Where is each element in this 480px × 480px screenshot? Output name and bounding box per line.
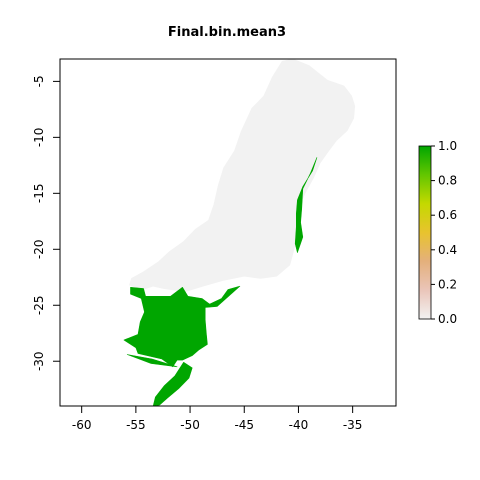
legend-ticks: 0.0 0.2 0.4 0.6 0.8 1.0 — [431, 139, 457, 326]
legend-color-bar — [418, 145, 432, 320]
absence-region — [129, 58, 356, 293]
legend-tick-label: 1.0 — [438, 139, 457, 153]
presence-region — [123, 285, 241, 368]
x-tick-label: -40 — [289, 418, 309, 432]
presence-region — [294, 157, 318, 253]
x-tick-label: -35 — [343, 418, 363, 432]
presence-region — [126, 354, 178, 368]
legend-tick-label: 0.6 — [438, 208, 457, 222]
legend-tick-label: 0.2 — [438, 277, 457, 291]
x-tick-label: -45 — [234, 418, 254, 432]
y-tick-label: -20 — [32, 239, 46, 259]
plot-title: Final.bin.mean3 — [168, 25, 286, 40]
y-tick-label: -5 — [32, 75, 46, 87]
y-tick-label: -10 — [32, 128, 46, 148]
y-axis: -5 -10 -15 -20 -25 -30 — [32, 75, 61, 371]
legend-tick-label: 0.8 — [438, 174, 457, 188]
legend-tick-label: 0.4 — [438, 243, 457, 257]
y-tick-label: -25 — [32, 295, 46, 315]
x-tick-label: -50 — [180, 418, 200, 432]
y-tick-label: -30 — [32, 351, 46, 371]
x-tick-label: -55 — [126, 418, 146, 432]
raster-layer — [123, 58, 356, 407]
x-axis: -60 -55 -50 -45 -40 -35 — [72, 405, 363, 432]
color-legend: 0.0 0.2 0.4 0.6 0.8 1.0 — [418, 139, 457, 326]
x-tick-label: -60 — [72, 418, 92, 432]
presence-region — [152, 361, 193, 407]
legend-tick-label: 0.0 — [438, 312, 457, 326]
y-tick-label: -15 — [32, 184, 46, 204]
